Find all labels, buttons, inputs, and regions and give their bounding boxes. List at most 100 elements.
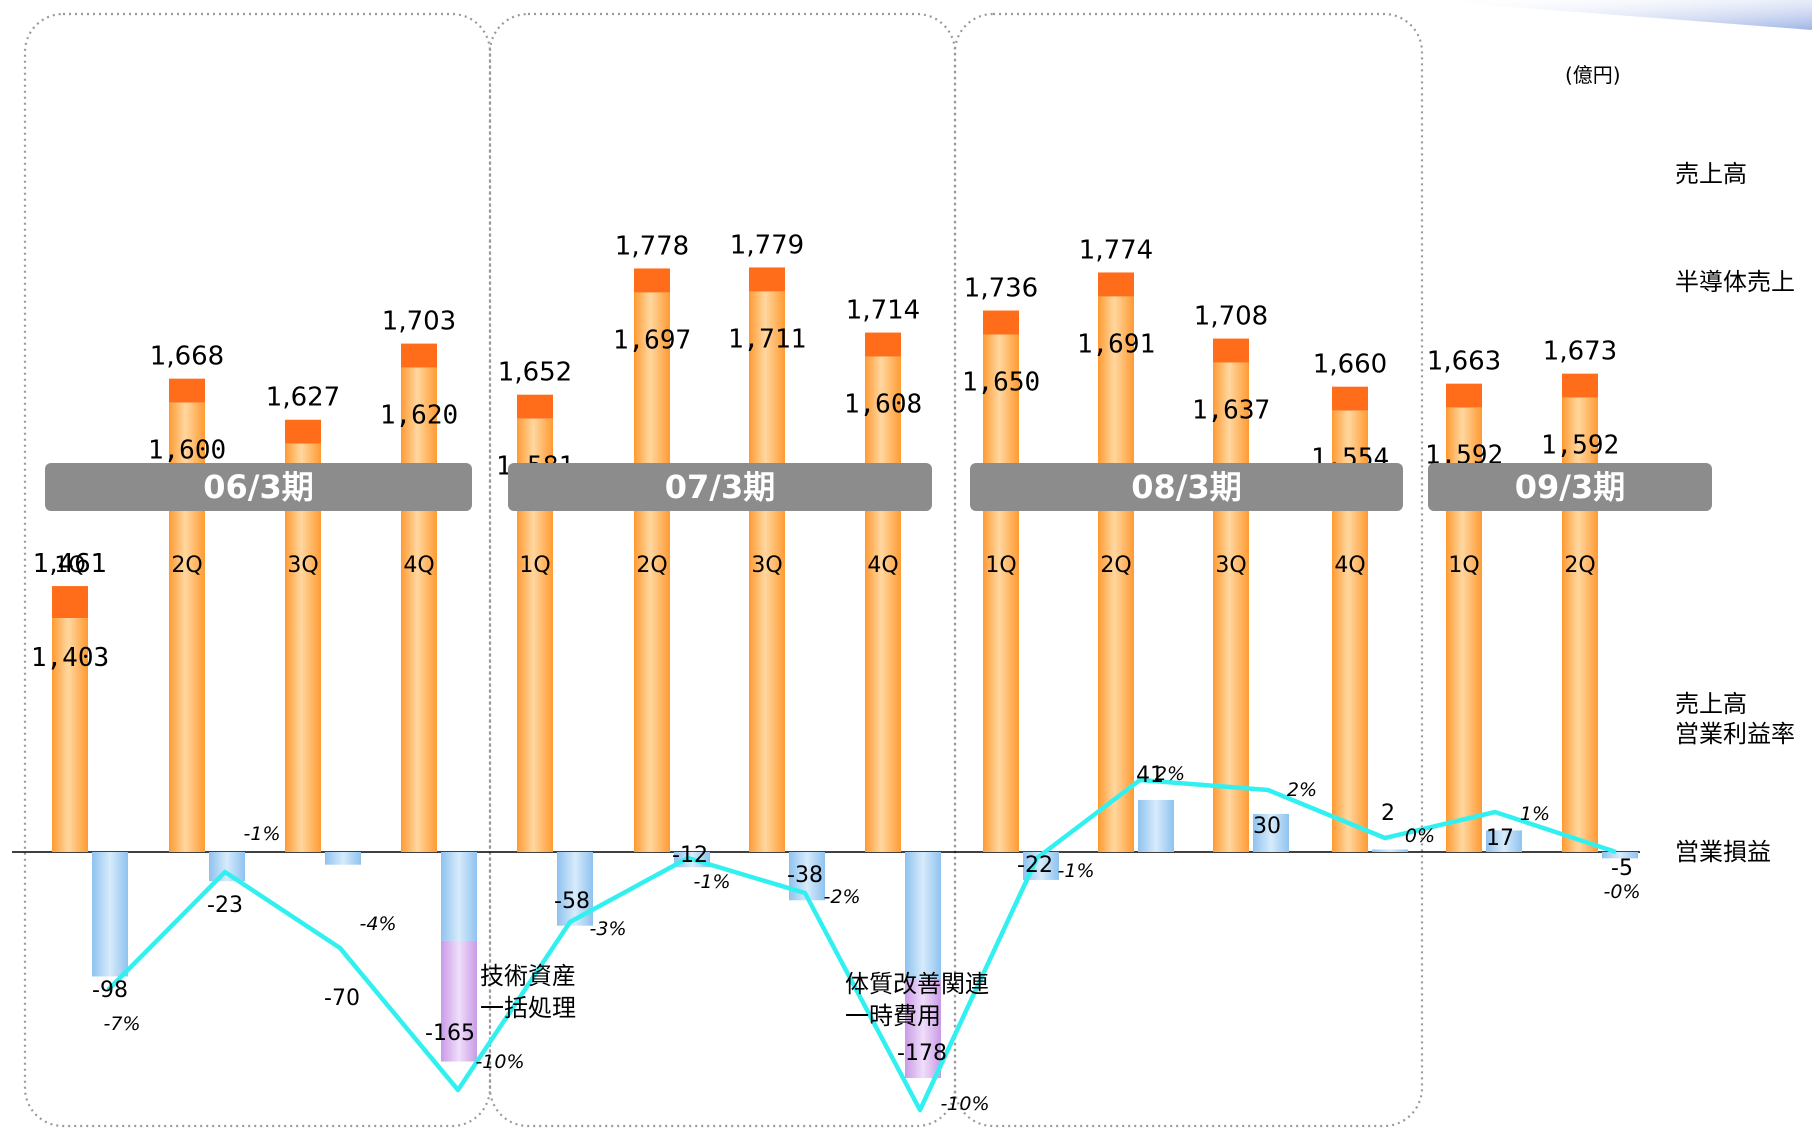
sales-bar-top [1446, 383, 1482, 408]
static-text: (億円) 売上高 半導体売上 売上高 営業利益率 営業損益 技術資産 一括処理 … [480, 63, 1795, 1030]
unit-label: (億円) [1565, 63, 1621, 87]
quarter-label: 3Q [751, 553, 782, 578]
period-label: 09/3期 [1515, 468, 1626, 506]
op-profit-bar [1372, 849, 1408, 852]
decor-layer [1420, 0, 1812, 30]
quarter-label: 3Q [1215, 553, 1246, 578]
op-value-label: -98 [92, 978, 128, 1003]
corner-accent [1420, 0, 1812, 30]
quarter-label: 2Q [1100, 553, 1131, 578]
quarter-label: 4Q [403, 553, 434, 578]
op-profit-bar [209, 852, 245, 882]
margin-pct-label: 0% [1405, 825, 1435, 847]
special-charge-bar [905, 979, 941, 1079]
period-label: 07/3期 [665, 468, 776, 506]
semi-sales-bar [983, 334, 1019, 852]
period-frame [23, 12, 492, 1128]
margin-pct-label: -2% [824, 886, 861, 908]
sales-bar-top [1213, 338, 1249, 363]
quarter-label: 1Q [519, 553, 550, 578]
sales-bar-top [169, 378, 205, 403]
sales-value-label: 1,660 [1313, 350, 1387, 380]
semi-value-label: 1,608 [844, 390, 922, 420]
quarter-label: 4Q [867, 553, 898, 578]
annotation-tech-1: 技術資産 [480, 962, 576, 990]
margin-pct-label: -1% [694, 871, 731, 893]
margin-line-layer [106, 777, 1617, 1113]
period-label: 08/3期 [1131, 468, 1242, 506]
semi-sales-bar [749, 291, 785, 852]
quarter-label: 2Q [636, 553, 667, 578]
annotation-reform-2: 一時費用 [845, 1002, 941, 1030]
legend-margin-1: 売上高 [1675, 690, 1747, 718]
sales-bar-top [749, 267, 785, 292]
sales-value-label: 1,779 [730, 230, 804, 260]
period-label: 06/3期 [203, 468, 314, 506]
op-profit-bar [1138, 799, 1174, 852]
op-profit-bar [92, 852, 128, 977]
sales-value-label: 1,663 [1427, 347, 1501, 377]
annotation-reform-1: 体質改善関連 [845, 970, 989, 998]
sales-value-label: 1,736 [964, 274, 1038, 304]
semi-sales-bar [52, 618, 88, 852]
sales-bar-top [634, 268, 670, 293]
semi-value-label: 1,691 [1077, 329, 1155, 359]
quarter-label: 3Q [287, 553, 318, 578]
op-value-label: 2 [1381, 801, 1395, 826]
sales-value-label: 1,461 [33, 549, 107, 579]
sales-bar-top [983, 310, 1019, 335]
sales-bar-top [52, 586, 88, 619]
op-value-label: 30 [1253, 814, 1281, 839]
sales-value-label: 1,714 [846, 296, 920, 326]
labels-layer: 1,461 1,668 1,627 1,703 1,652 1,778 1,779 1,714… [31, 230, 1641, 1115]
semi-value-label: 1,650 [962, 368, 1040, 398]
op-loss-bar [905, 852, 941, 979]
period-frame [953, 12, 1424, 1128]
special-charge-bar [441, 940, 477, 1062]
margin-pct-label: -1% [1058, 860, 1095, 882]
period-banner [970, 463, 1403, 511]
margin-pct-label: 2% [1155, 763, 1185, 785]
sales-value-label: 1,668 [150, 342, 224, 372]
semi-value-label: 1,637 [1192, 396, 1270, 426]
legend-semi-sales: 半導体売上 [1675, 268, 1795, 296]
op-value-label: -38 [787, 863, 823, 888]
legend-sales: 売上高 [1675, 160, 1747, 188]
semi-sales-bar [1213, 362, 1249, 852]
quarter-label: 2Q [1564, 553, 1595, 578]
sales-bar-top [1098, 272, 1134, 297]
semi-value-label: 1,592 [1541, 431, 1619, 461]
op-value-label: -23 [207, 893, 243, 918]
margin-pct-label: 1% [1520, 803, 1550, 825]
op-value-label: -58 [554, 889, 590, 914]
quarter-label: 1Q [985, 553, 1016, 578]
period-frames [23, 12, 1424, 1128]
period-banner [508, 463, 932, 511]
semi-value-label: 1,403 [31, 643, 109, 673]
sales-bar-top [401, 343, 437, 368]
sales-bar-top [285, 419, 321, 444]
margin-line [106, 777, 1617, 1113]
annotation-tech-2: 一括処理 [480, 994, 576, 1022]
op-profit-bar [325, 852, 361, 865]
sales-value-label: 1,627 [266, 383, 340, 413]
op-value-label: -12 [672, 843, 708, 868]
op-value-label: -5 [1611, 856, 1633, 881]
margin-pct-label: -3% [590, 918, 627, 940]
op-profit-bar [1602, 852, 1638, 859]
op-value-label: 41 [1136, 763, 1164, 788]
legend-margin-2: 営業利益率 [1675, 720, 1795, 748]
margin-pct-label: -0% [1604, 881, 1641, 903]
semi-value-label: 1,600 [148, 436, 226, 466]
margin-pct-label: -10% [475, 1051, 524, 1073]
margin-pct-label: -10% [940, 1093, 989, 1115]
special-total-label: -165 [425, 1021, 475, 1046]
sales-bar-top [1332, 386, 1368, 411]
sales-bar-top [517, 394, 553, 419]
semi-value-label: 1,697 [613, 325, 691, 355]
period-labels: 06/3期 07/3期 08/3期 09/3期 [45, 463, 1712, 511]
special-total-label: -178 [897, 1041, 947, 1066]
semi-value-label: 1,620 [380, 401, 458, 431]
semi-sales-bar [634, 292, 670, 853]
